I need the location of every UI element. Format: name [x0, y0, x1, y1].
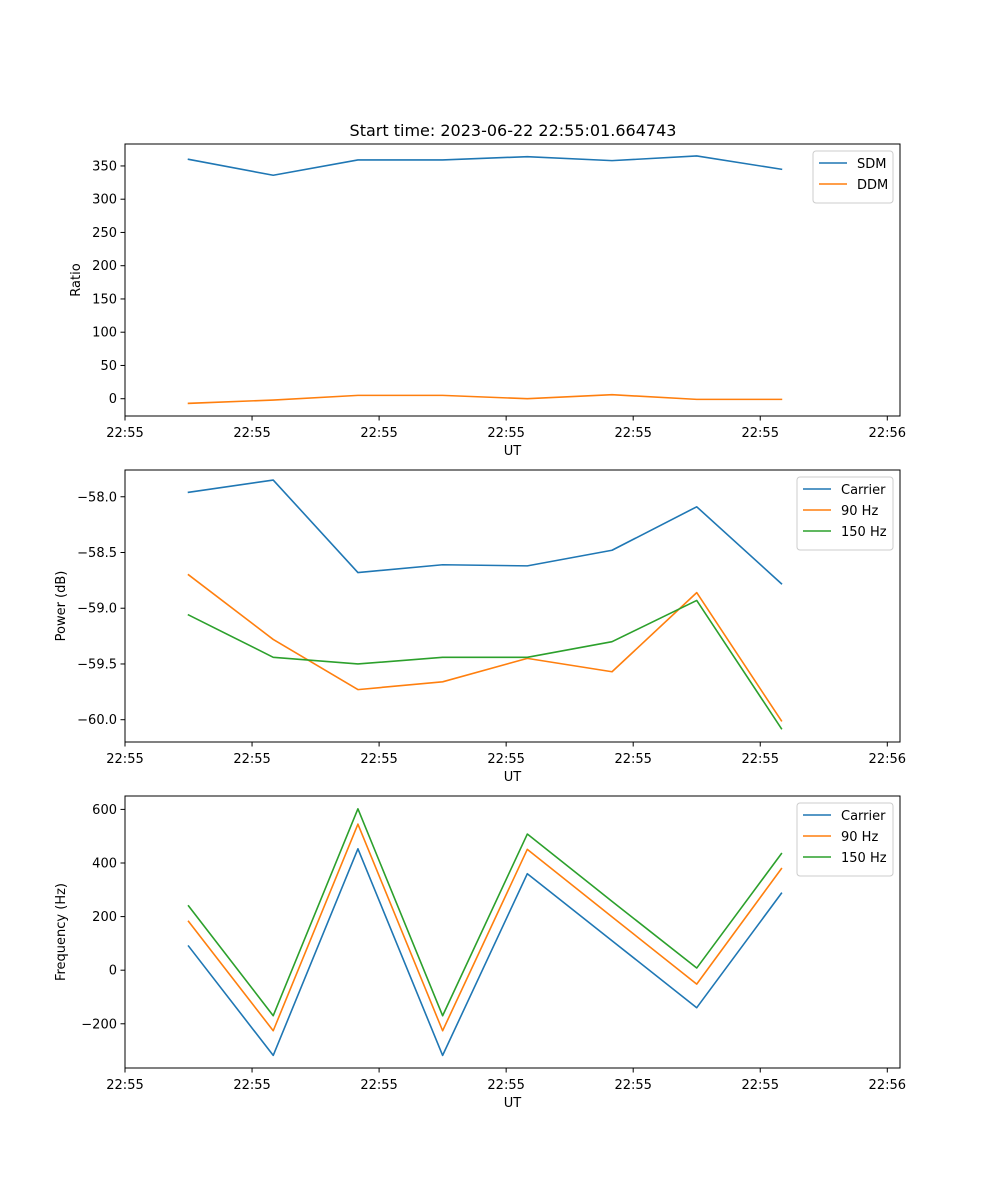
x-tick-label: 22:55 — [742, 1078, 779, 1093]
y-tick-label: 200 — [92, 910, 117, 925]
y-tick-label: 150 — [92, 292, 117, 307]
legend-box — [812, 150, 894, 204]
series-line-sdm — [187, 155, 783, 177]
y-tick-label: 0 — [109, 392, 117, 407]
series-line-90-hz — [187, 823, 783, 1032]
x-axis-label: UT — [504, 1096, 522, 1111]
legend-label: Carrier — [841, 809, 886, 824]
x-tick-label: 22:56 — [869, 752, 906, 767]
legend-label: 150 Hz — [841, 525, 887, 540]
y-tick-label: 100 — [92, 326, 117, 341]
y-tick-label: 250 — [92, 226, 117, 241]
legend-label: 150 Hz — [841, 851, 887, 866]
x-tick-label: 22:55 — [742, 426, 779, 441]
x-tick-label: 22:55 — [487, 1078, 524, 1093]
x-tick-label: 22:55 — [487, 752, 524, 767]
y-axis-label: Frequency (Hz) — [54, 883, 69, 981]
series-line-150-hz — [187, 808, 783, 1017]
x-tick-label: 22:56 — [869, 426, 906, 441]
x-tick-label: 22:55 — [614, 1078, 651, 1093]
legend-label: Carrier — [841, 483, 886, 498]
y-tick-label: −60.0 — [77, 713, 117, 728]
y-tick-label: −59.0 — [77, 602, 117, 617]
axes-frame — [124, 795, 901, 1069]
axes-frame — [124, 469, 901, 743]
x-tick-label: 22:55 — [233, 426, 270, 441]
legend-label: 90 Hz — [841, 504, 878, 519]
x-tick-label: 22:55 — [360, 1078, 397, 1093]
y-tick-label: −58.5 — [77, 546, 117, 561]
x-tick-label: 22:55 — [106, 752, 143, 767]
y-tick-label: 600 — [92, 803, 117, 818]
x-tick-label: 22:55 — [614, 752, 651, 767]
legend: Carrier 90 Hz 150 Hz — [796, 802, 894, 877]
chart-2: 22:55 22:55 22:55 22:55 22:55 22:55 22:56 −60.0… — [54, 469, 906, 785]
series-line-150-hz — [187, 599, 783, 730]
y-tick-label: −59.5 — [77, 657, 117, 672]
x-tick-label: 22:55 — [233, 1078, 270, 1093]
y-axis-label: Ratio — [69, 263, 84, 296]
series-line-carrier — [187, 847, 783, 1057]
legend-label: DDM — [857, 178, 888, 193]
x-tick-label: 22:55 — [360, 426, 397, 441]
y-tick-label: 300 — [92, 193, 117, 208]
x-tick-label: 22:55 — [487, 426, 524, 441]
y-tick-label: 200 — [92, 259, 117, 274]
legend-label: 90 Hz — [841, 830, 878, 845]
axes-frame — [124, 143, 901, 417]
y-tick-label: −58.0 — [77, 490, 117, 505]
legend: SDM DDM — [812, 150, 894, 204]
series-line-carrier — [187, 479, 783, 585]
x-tick-label: 22:55 — [614, 426, 651, 441]
x-tick-label: 22:55 — [742, 752, 779, 767]
x-tick-label: 22:55 — [233, 752, 270, 767]
x-axis-label: UT — [504, 444, 522, 459]
charts: 22:55 22:55 22:55 22:55 22:55 22:55 22:56 0 50 10… — [54, 143, 906, 1111]
legend-label: SDM — [857, 157, 886, 172]
y-tick-label: 400 — [92, 856, 117, 871]
y-axis-label: Power (dB) — [54, 571, 69, 642]
y-tick-label: 50 — [100, 359, 117, 374]
y-tick-label: −200 — [81, 1017, 117, 1032]
x-tick-label: 22:55 — [106, 1078, 143, 1093]
series-line-90-hz — [187, 573, 783, 722]
x-tick-label: 22:55 — [106, 426, 143, 441]
x-tick-label: 22:56 — [869, 1078, 906, 1093]
y-tick-label: 0 — [109, 964, 117, 979]
figure-title: Start time: 2023-06-22 22:55:01.664743 — [350, 121, 677, 140]
series-line-ddm — [187, 393, 783, 405]
legend: Carrier 90 Hz 150 Hz — [796, 476, 894, 551]
chart-3: 22:55 22:55 22:55 22:55 22:55 22:55 22:56 −200 0… — [54, 795, 906, 1111]
y-tick-label: 350 — [92, 159, 117, 174]
x-axis-label: UT — [504, 770, 522, 785]
x-tick-label: 22:55 — [360, 752, 397, 767]
chart-1: 22:55 22:55 22:55 22:55 22:55 22:55 22:56 0 50 10… — [69, 143, 906, 459]
